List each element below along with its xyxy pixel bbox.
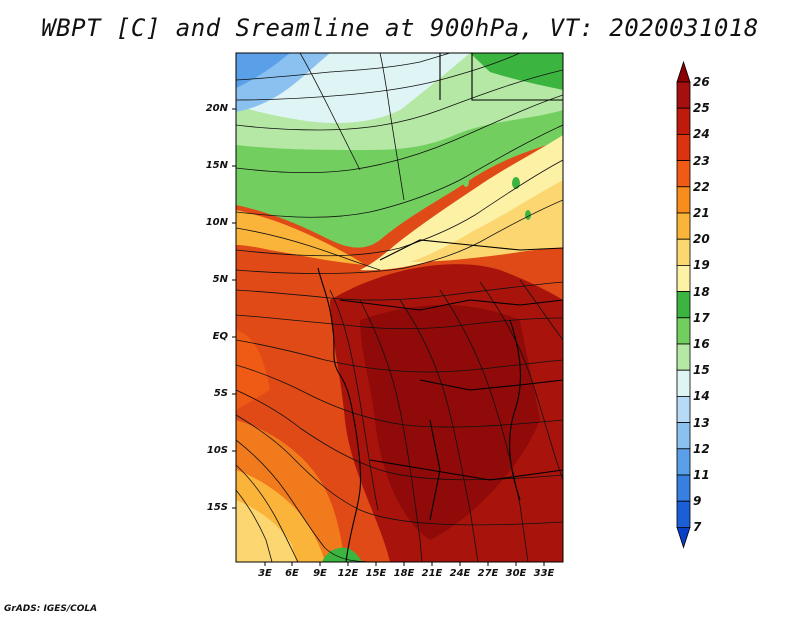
lon-label-27e: 27E [477, 568, 499, 579]
map-frame [235, 52, 564, 563]
colorbar-label: 22 [693, 179, 710, 194]
colorbar-label: 24 [693, 127, 710, 142]
lat-label-15n: 15N [205, 160, 228, 171]
borders [317, 53, 563, 562]
colorbar-box [676, 317, 691, 345]
lon-label-3e: 3E [258, 568, 272, 579]
lon-label-33e: 33E [533, 568, 555, 579]
lat-label-5n: 5N [212, 274, 228, 285]
colorbar-box [676, 448, 691, 476]
lat-label-20n: 20N [205, 103, 228, 114]
colorbar-label: 7 [693, 520, 702, 535]
lon-label-24e: 24E [449, 568, 471, 579]
colorbar-box [676, 107, 691, 135]
lon-label-21e: 21E [421, 568, 443, 579]
lat-label-10n: 10N [205, 217, 228, 228]
colorbar-label: 12 [693, 441, 710, 456]
lat-label-10s: 10S [206, 445, 228, 456]
colorbar-label: 16 [693, 337, 710, 351]
lon-label-18e: 18E [393, 568, 415, 579]
colorbar-box [676, 500, 691, 528]
colorbar-label: 17 [693, 310, 710, 325]
chart-title: WBPT [C] and Sreamline at 900hPa, VT: 20… [41, 14, 759, 42]
colorbar-box [676, 81, 691, 109]
colorbar-label: 20 [693, 232, 710, 247]
lon-label-12e: 12E [337, 568, 359, 579]
lon-label-9e: 9E [313, 568, 327, 579]
colorbar-label: 14 [693, 389, 710, 404]
colorbar-box [676, 264, 691, 292]
colorbar-box [676, 133, 691, 161]
colorbar-box [676, 238, 691, 266]
colorbar-box [676, 343, 691, 371]
grads-credit: GrADS: IGES/COLA [4, 604, 98, 614]
colorbar-box [676, 186, 691, 214]
colorbar-box [676, 212, 691, 240]
colorbar-top-arrow [676, 60, 691, 83]
colorbar-label: 25 [693, 101, 710, 116]
colorbar-box [676, 422, 691, 450]
lon-label-30e: 30E [505, 568, 527, 579]
colorbar-label: 11 [693, 468, 710, 482]
lon-label-15e: 15E [365, 568, 387, 579]
colorbar-label: 26 [693, 75, 710, 89]
colorbar-label: 19 [693, 258, 710, 273]
colorbar-label: 23 [693, 153, 710, 168]
colorbar-label: 18 [693, 284, 710, 299]
streamlines [236, 53, 563, 562]
lat-label-5s: 5S [213, 388, 228, 399]
colorbar-box [676, 291, 691, 319]
colorbar-box [676, 395, 691, 423]
colorbar-label: 13 [693, 415, 710, 430]
colorbar-box [676, 474, 691, 502]
lat-label-15s: 15S [206, 502, 228, 513]
colorbar-label: 9 [693, 494, 702, 509]
colorbar-label: 21 [693, 206, 710, 220]
lon-label-6e: 6E [285, 568, 299, 579]
map-ticks [232, 108, 545, 566]
colorbar-bottom-arrow [676, 527, 691, 549]
colorbar-box [676, 160, 691, 188]
colorbar-box [676, 369, 691, 397]
colorbar [676, 60, 691, 549]
colorbar-label: 15 [693, 363, 710, 378]
lat-label-eq: EQ [212, 331, 228, 342]
